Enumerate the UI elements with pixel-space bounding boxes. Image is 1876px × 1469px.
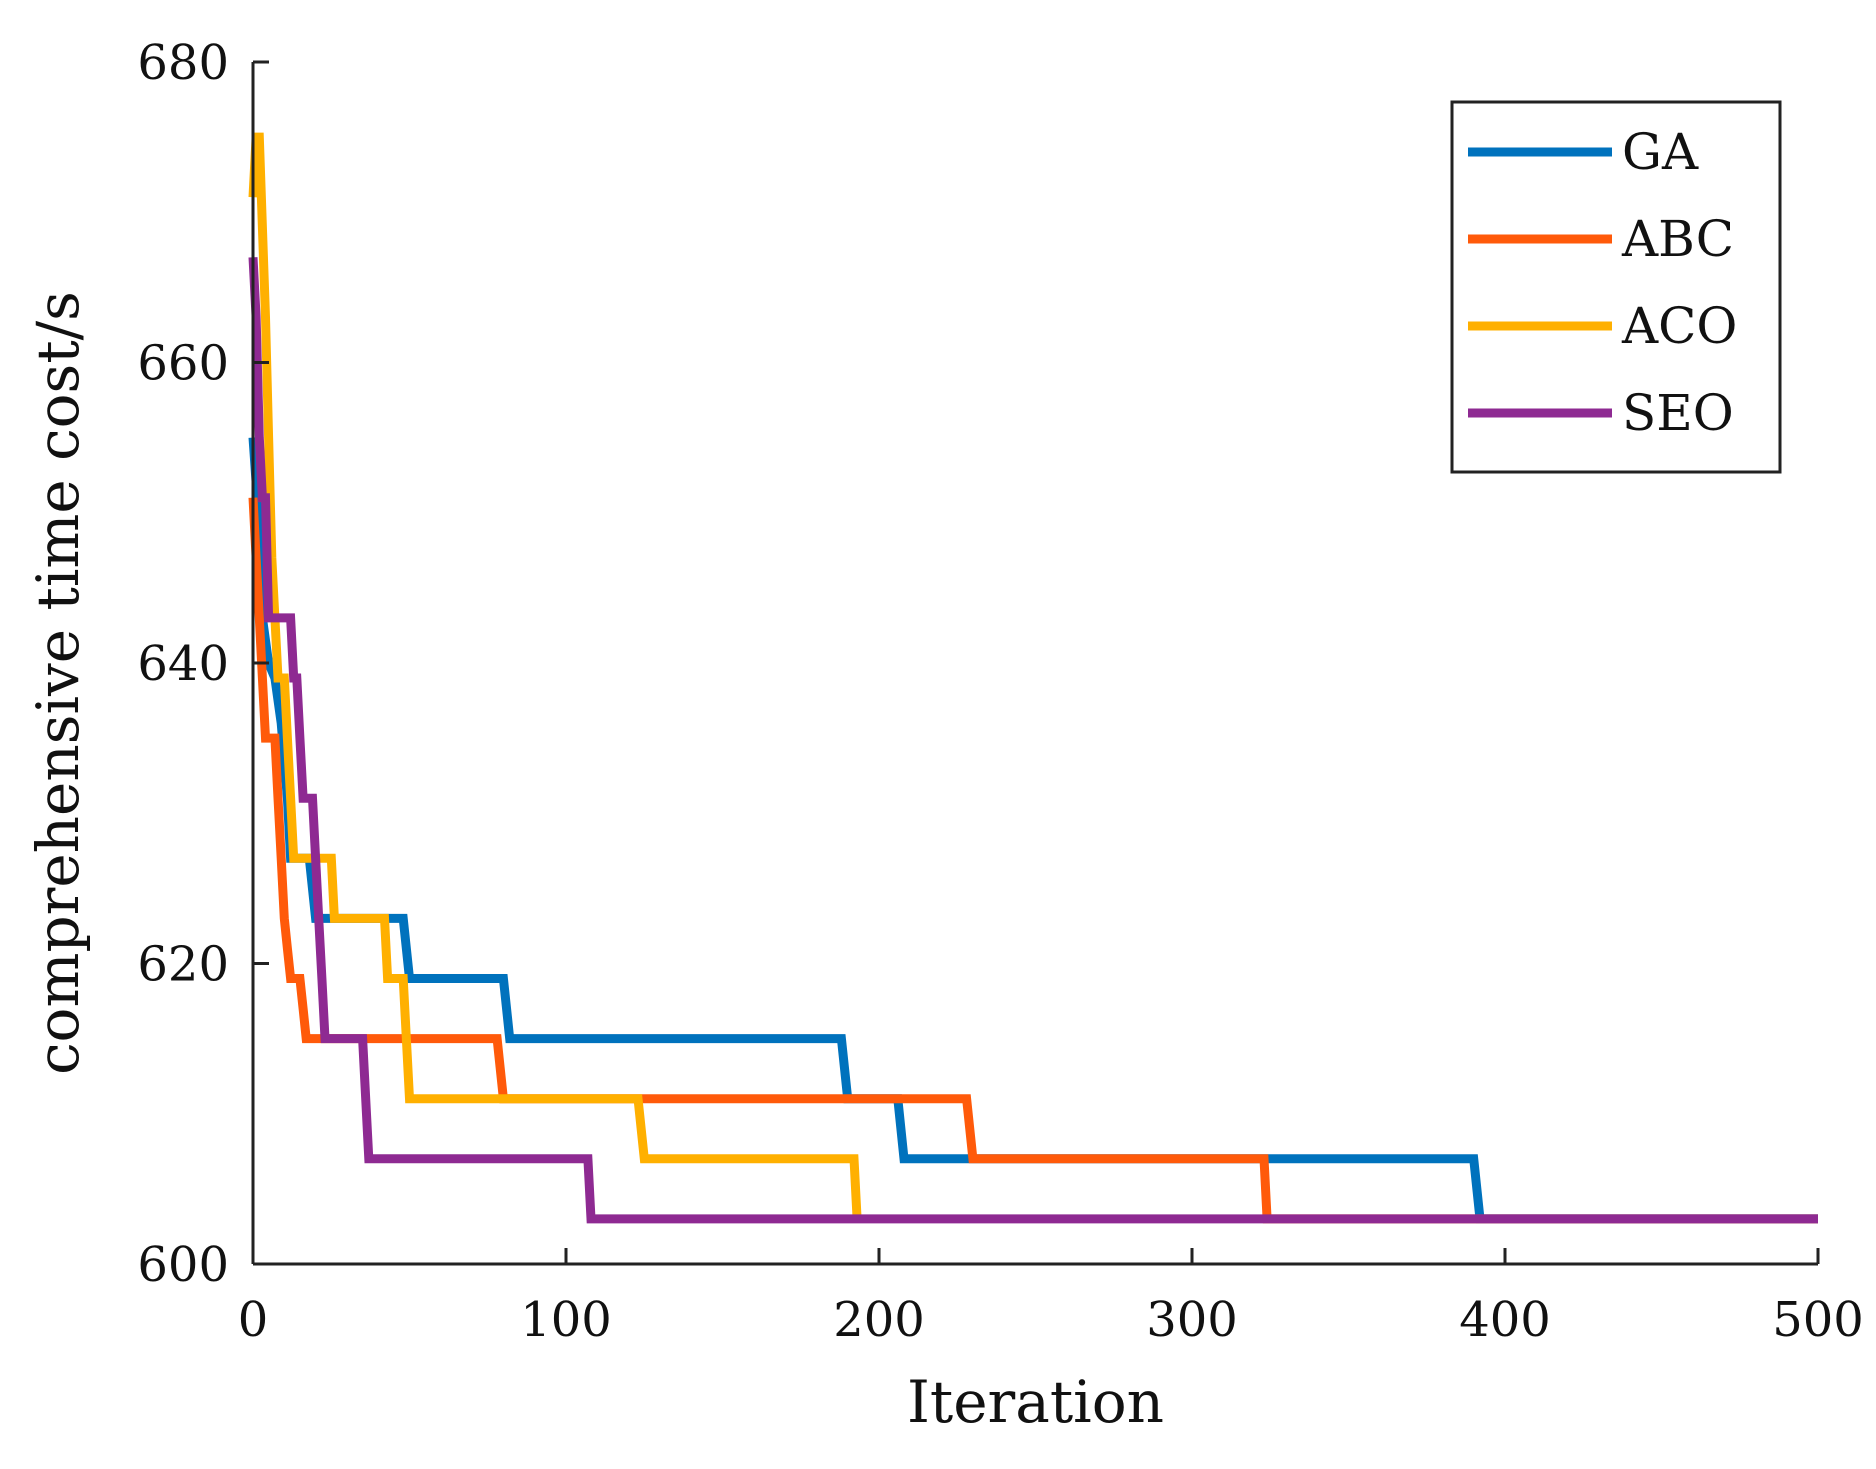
y-tick-label: 660 [137, 336, 229, 392]
plot-area [248, 132, 1818, 1224]
x-tick-label: 500 [1772, 1292, 1864, 1348]
x-tick-label: 400 [1459, 1292, 1551, 1348]
series-line-seo [248, 257, 1818, 1224]
y-tick-label: 600 [137, 1237, 229, 1293]
y-axis-title: comprehensive time cost/s [24, 291, 92, 1075]
series-line-aco [248, 132, 862, 1220]
x-tick-label: 0 [238, 1292, 269, 1348]
x-tick-label: 300 [1146, 1292, 1238, 1348]
x-axis-title: Iteration [907, 1368, 1164, 1436]
legend-label-abc: ABC [1621, 210, 1734, 268]
series-line-abc [248, 497, 1818, 1224]
x-tick-label: 200 [833, 1292, 925, 1348]
y-tick-label: 620 [137, 937, 229, 993]
y-tick-label: 680 [137, 35, 229, 91]
axes: 0 100 200 300 400 500 600 620 640 660 680 [137, 35, 1863, 1348]
legend-label-seo: SEO [1622, 384, 1734, 442]
legend: GA ABC ACO SEO [1450, 100, 1782, 474]
x-tick-label: 100 [520, 1292, 612, 1348]
legend-label-ga: GA [1622, 123, 1699, 181]
legend-label-aco: ACO [1621, 297, 1737, 355]
y-tick-label: 640 [137, 636, 229, 692]
